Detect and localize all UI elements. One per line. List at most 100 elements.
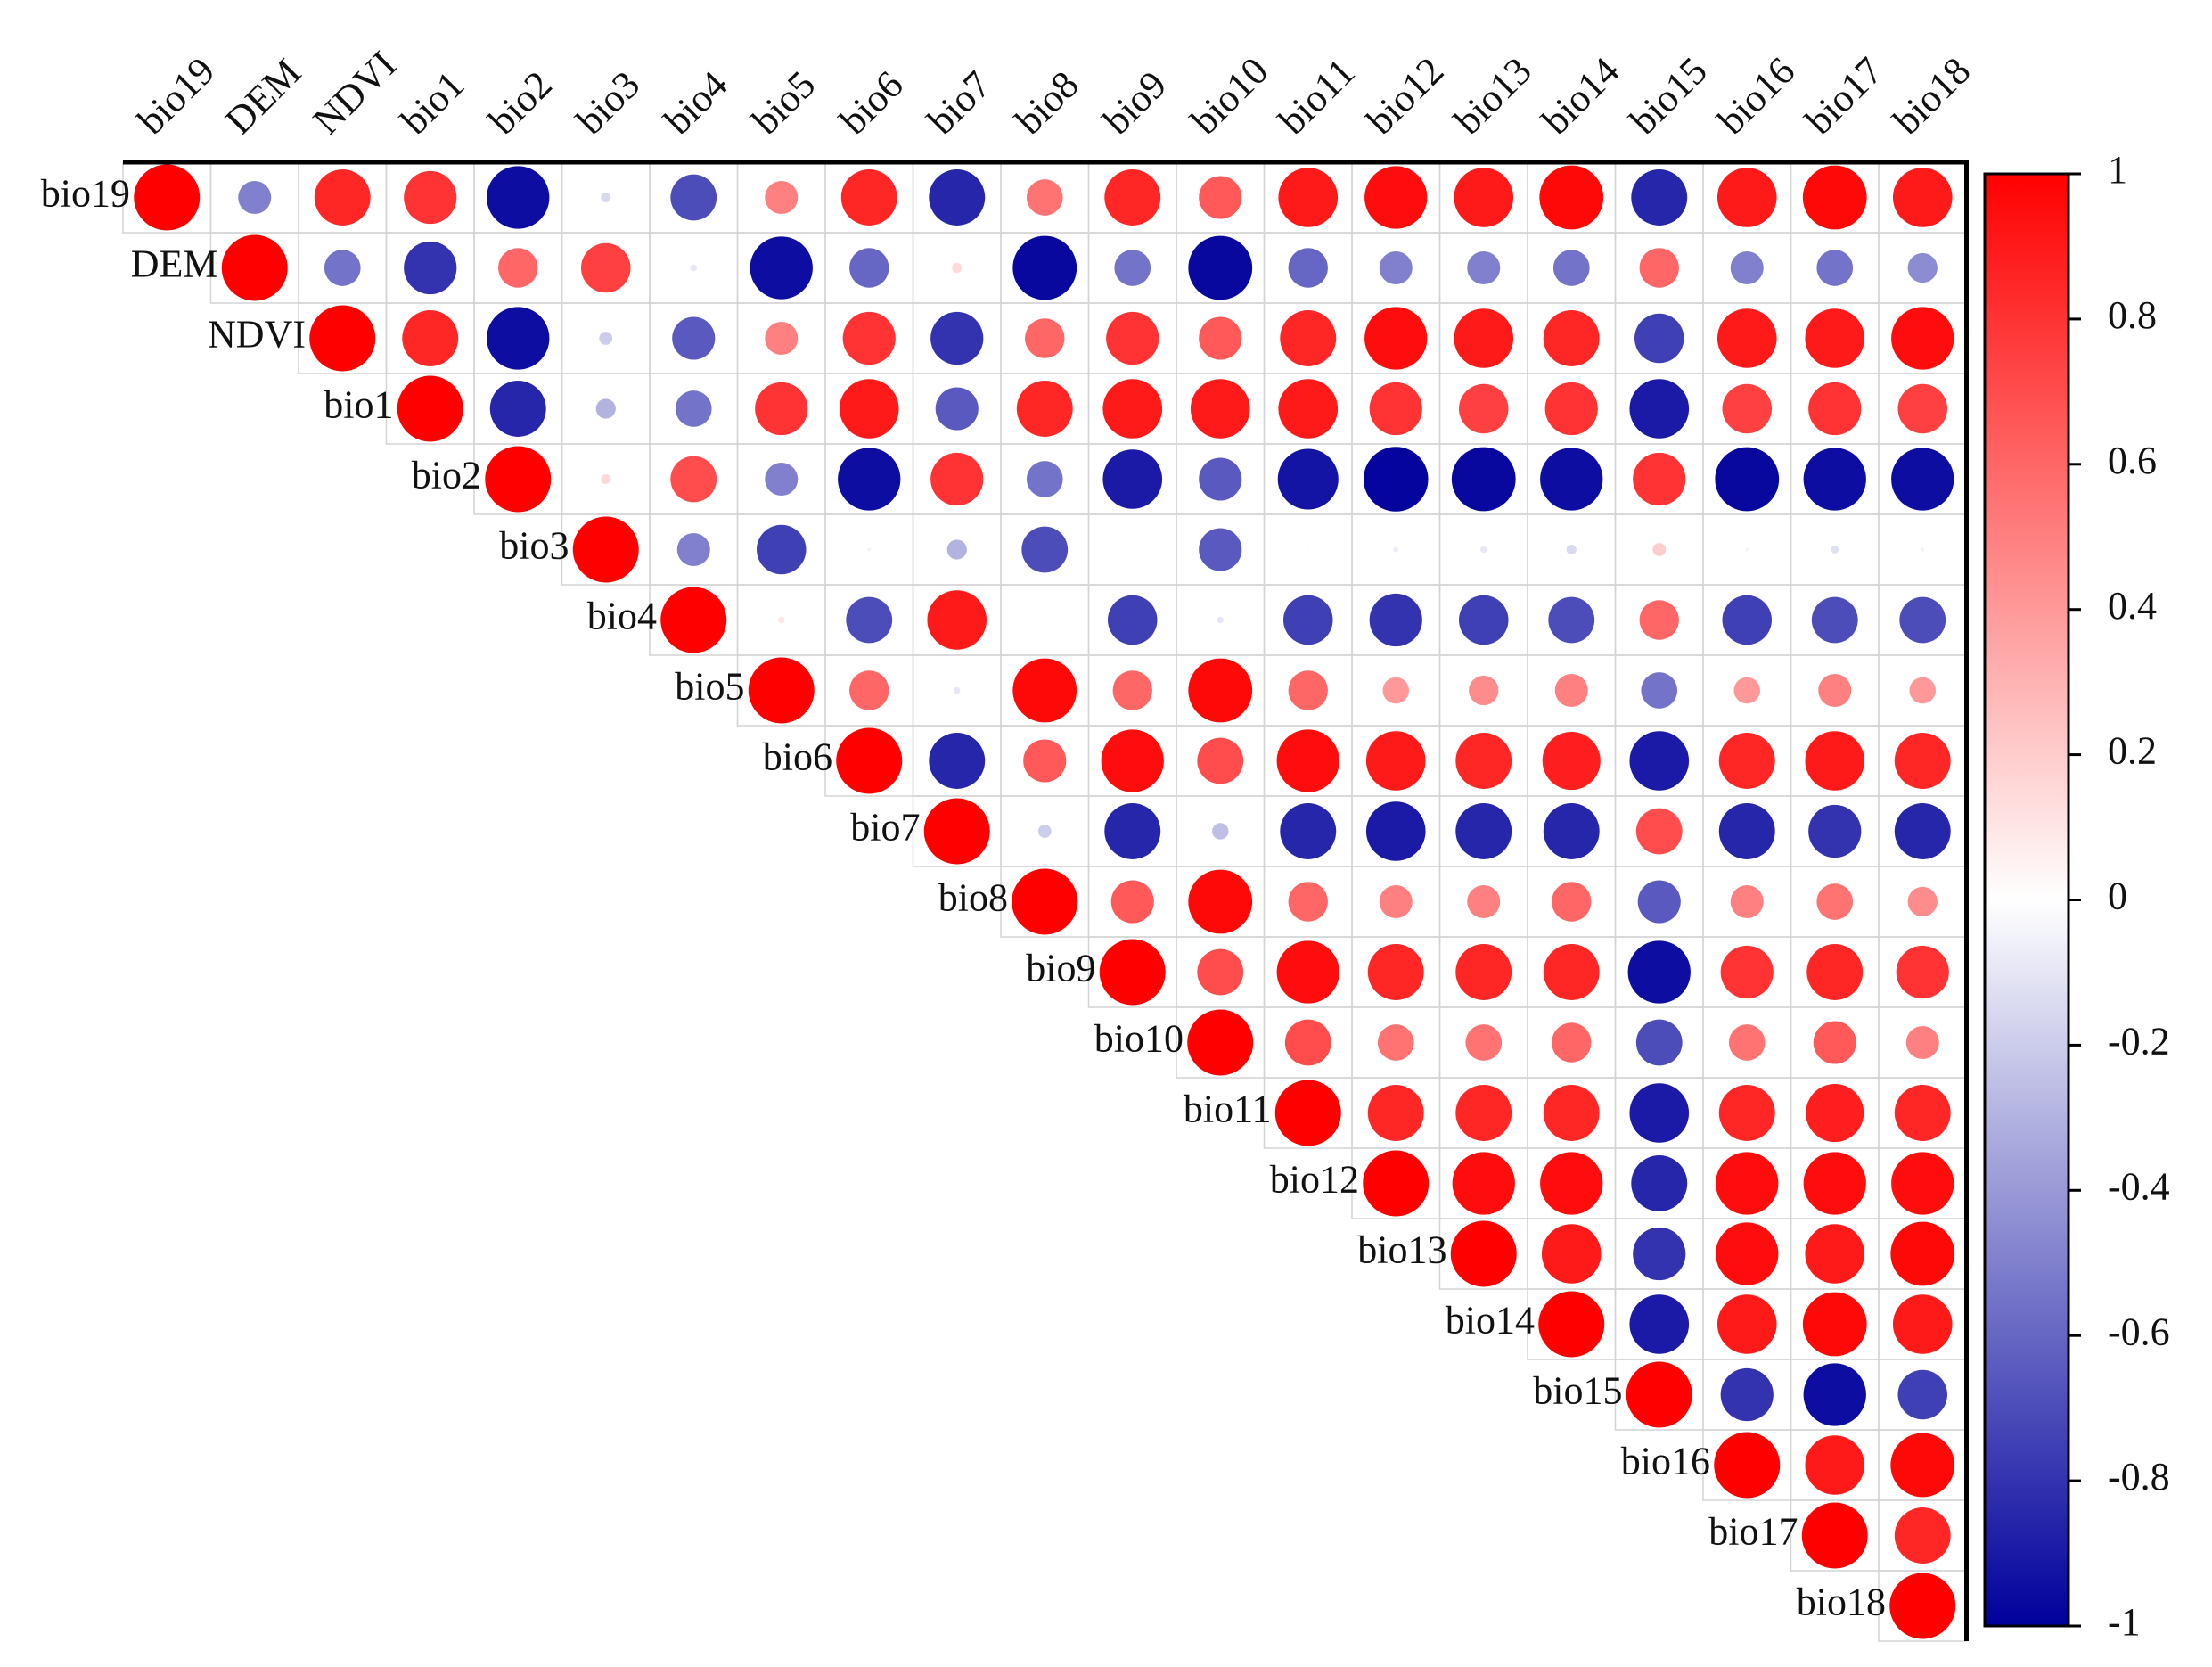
corr-circle xyxy=(1548,596,1595,644)
corr-circle xyxy=(1467,251,1501,284)
corr-circle xyxy=(1909,677,1937,704)
corr-circle xyxy=(1106,311,1159,365)
corr-circle xyxy=(1639,600,1679,640)
corr-circle xyxy=(1037,825,1052,838)
row-label: bio16 xyxy=(1621,1440,1710,1483)
corr-circle xyxy=(1896,945,1949,999)
corr-circle xyxy=(1465,1024,1503,1061)
corr-circle xyxy=(748,657,815,724)
corr-circle xyxy=(1543,803,1600,859)
corr-circle xyxy=(1805,1435,1865,1495)
corr-circle xyxy=(1716,1152,1779,1215)
corr-circle xyxy=(1274,1080,1341,1146)
corr-circle xyxy=(1455,1085,1512,1141)
corr-circle xyxy=(1026,461,1063,497)
row-label: bio3 xyxy=(499,524,569,568)
corr-circle xyxy=(1278,379,1339,439)
corr-circle xyxy=(1803,448,1866,511)
corr-circle xyxy=(929,733,986,789)
column-label: bio6 xyxy=(832,62,912,143)
corr-circle xyxy=(1730,251,1764,284)
corr-circle xyxy=(1544,382,1598,436)
colorbar-tick-label: 0.4 xyxy=(2108,584,2157,628)
corr-circle xyxy=(1102,379,1163,439)
corr-circle xyxy=(1816,883,1854,920)
corr-circle xyxy=(1629,379,1690,439)
corr-circle xyxy=(1455,803,1512,859)
corr-circle xyxy=(1894,1085,1951,1141)
corr-circle xyxy=(1101,729,1164,792)
colorbar-tick-label: -0.8 xyxy=(2108,1455,2170,1499)
row-label: bio9 xyxy=(1026,947,1095,990)
corr-circle xyxy=(1364,307,1428,370)
corr-circle xyxy=(1369,593,1422,647)
colorbar-tick-label: 0.2 xyxy=(2108,729,2157,773)
corr-circle xyxy=(1102,449,1163,509)
corr-circle xyxy=(1112,670,1152,710)
corr-circle xyxy=(1455,944,1512,1000)
corr-circle xyxy=(221,234,288,301)
corr-circle xyxy=(1715,447,1780,512)
corr-circle xyxy=(1718,733,1775,789)
corr-circle xyxy=(1552,250,1590,286)
corr-circle xyxy=(1805,731,1865,791)
corr-circle xyxy=(1716,168,1777,227)
corr-circle xyxy=(1541,1224,1602,1284)
corr-circle xyxy=(1552,882,1592,922)
corr-circle xyxy=(1831,546,1839,554)
corr-circle xyxy=(1280,803,1337,859)
corr-circle xyxy=(1635,808,1683,855)
corr-circle xyxy=(1132,548,1134,551)
corr-circle xyxy=(1197,948,1244,996)
corr-circle xyxy=(930,311,984,365)
colorbar-tick-label: -0.4 xyxy=(2108,1164,2170,1208)
corr-circle xyxy=(1554,674,1588,707)
corr-circle xyxy=(1806,1083,1864,1143)
column-label: bio17 xyxy=(1797,49,1891,144)
corr-circle xyxy=(1363,1150,1430,1217)
corr-circle xyxy=(309,305,376,372)
corr-circle xyxy=(839,379,899,439)
corr-circle xyxy=(1543,310,1600,366)
column-label: bio3 xyxy=(568,62,648,143)
corr-circle xyxy=(1718,1085,1775,1141)
corr-circle xyxy=(1894,1507,1951,1564)
corr-circle xyxy=(1288,248,1328,288)
corr-circle xyxy=(927,590,987,650)
corr-circle xyxy=(1716,1222,1779,1285)
corr-circle xyxy=(1012,658,1077,723)
corr-circle xyxy=(404,241,457,295)
corr-circle xyxy=(601,473,611,485)
corr-circle xyxy=(1892,1294,1953,1354)
row-label: bio5 xyxy=(675,665,744,709)
corr-circle xyxy=(1891,1152,1954,1215)
corr-circle xyxy=(1108,595,1158,645)
row-label: bio1 xyxy=(324,383,393,427)
corr-circle xyxy=(1806,944,1864,1000)
corr-circle xyxy=(672,316,716,360)
corr-circle xyxy=(1450,1220,1517,1287)
corr-circle xyxy=(485,446,552,513)
corr-circle xyxy=(1288,882,1328,922)
corr-circle xyxy=(1538,1291,1605,1358)
corr-circle xyxy=(595,398,616,419)
corr-circle xyxy=(1631,169,1688,226)
corr-circle xyxy=(1816,250,1854,286)
corr-circle xyxy=(778,616,785,624)
corr-circle xyxy=(1278,168,1339,227)
corr-circle xyxy=(1899,596,1946,644)
corr-circle xyxy=(1284,1019,1331,1066)
corr-circle xyxy=(1802,1292,1867,1357)
corr-circle xyxy=(1217,616,1224,624)
frame xyxy=(123,160,1969,1641)
colorbar-tick-label: 1 xyxy=(2108,148,2127,192)
corr-circle xyxy=(134,164,201,231)
row-label: DEM xyxy=(131,242,218,286)
corr-circle xyxy=(1801,1502,1868,1569)
row-label: bio11 xyxy=(1184,1088,1272,1131)
corr-circle xyxy=(1891,307,1954,370)
colorbar-tick-label: 0.8 xyxy=(2108,293,2157,337)
corr-circle xyxy=(849,248,889,288)
corr-circle xyxy=(1634,313,1684,364)
corr-circle xyxy=(1907,252,1938,283)
